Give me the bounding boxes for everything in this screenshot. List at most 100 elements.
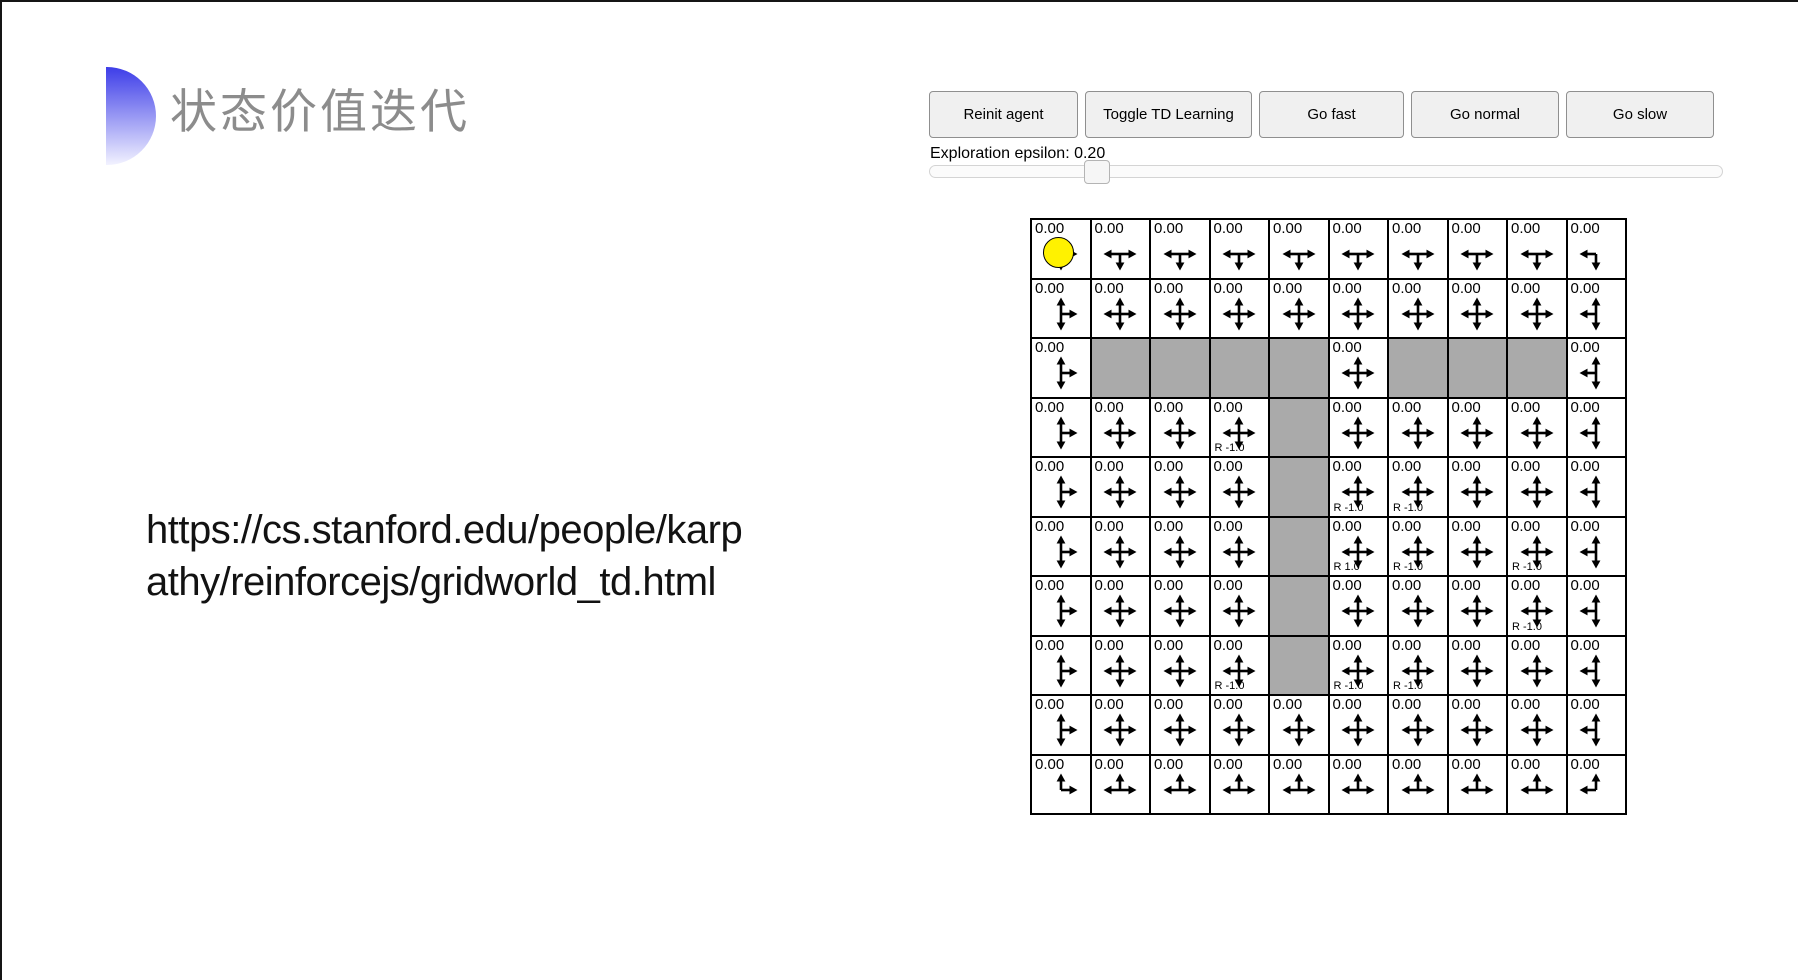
cell-value: 0.00 — [1035, 339, 1065, 356]
cell-value: 0.00 — [1392, 636, 1422, 654]
cell-value: 0.00 — [1035, 636, 1065, 654]
cell-value: 0.00 — [1332, 398, 1362, 416]
cell-value: 0.00 — [1451, 458, 1481, 475]
action-arrows-icon — [1103, 416, 1137, 449]
cell-value: 0.00 — [1451, 279, 1481, 297]
grid-cell: 0.00 — [1150, 695, 1210, 755]
action-arrows-icon — [1222, 654, 1256, 687]
cell-value: 0.00 — [1154, 458, 1184, 475]
cell-reward-label: R -1.0 — [1214, 680, 1245, 692]
action-arrows-icon — [1401, 297, 1435, 330]
cell-value: 0.00 — [1332, 279, 1362, 297]
grid-cell: 0.00 — [1209, 516, 1269, 576]
grid-wall-cell — [1209, 338, 1269, 398]
cell-value: 0.00 — [1213, 279, 1243, 297]
cell-value: 0.00 — [1213, 458, 1243, 475]
grid-cell: 0.00 — [1507, 754, 1567, 814]
action-arrows-icon — [1222, 713, 1256, 747]
action-arrows-icon — [1401, 713, 1435, 747]
cell-value: 0.00 — [1154, 636, 1184, 654]
action-arrows-icon — [1163, 535, 1197, 568]
action-arrows-icon — [1341, 297, 1375, 330]
cell-value: 0.00 — [1094, 755, 1124, 773]
cell-value: 0.00 — [1570, 279, 1600, 297]
grid-cell: 0.00 — [1031, 338, 1091, 398]
grid-cell: 0.00 R -1.0 — [1388, 635, 1448, 695]
go-slow-button[interactable]: Go slow — [1566, 91, 1714, 138]
agent-circle — [1043, 237, 1074, 268]
cell-value: 0.00 — [1213, 577, 1243, 594]
go-fast-button[interactable]: Go fast — [1259, 91, 1404, 138]
action-arrows-icon — [1056, 416, 1078, 449]
action-arrows-icon — [1460, 416, 1494, 449]
action-arrows-icon — [1282, 773, 1316, 794]
demo-url-line1: https://cs.stanford.edu/people/karp — [146, 508, 743, 552]
action-arrows-icon — [1579, 297, 1601, 330]
grid-cell: 0.00 — [1090, 754, 1150, 814]
cell-value: 0.00 — [1570, 636, 1600, 654]
grid-wall-cell — [1269, 635, 1329, 695]
action-arrows-icon — [1520, 535, 1554, 568]
reinit-agent-button[interactable]: Reinit agent — [929, 91, 1078, 138]
cell-value: 0.00 — [1511, 517, 1541, 535]
cell-value: 0.00 — [1094, 220, 1124, 237]
cell-value: 0.00 — [1213, 696, 1243, 713]
cell-value: 0.00 — [1451, 636, 1481, 654]
action-arrows-icon — [1341, 654, 1375, 687]
grid-cell: 0.00 — [1031, 754, 1091, 814]
action-arrows-icon — [1222, 297, 1256, 330]
grid-cell: 0.00 — [1090, 219, 1150, 279]
grid-cell: 0.00 — [1090, 516, 1150, 576]
cell-value: 0.00 — [1273, 220, 1303, 237]
epsilon-slider-track[interactable] — [929, 160, 1723, 184]
grid-wall-cell — [1269, 516, 1329, 576]
grid-cell: 0.00 — [1566, 397, 1626, 457]
grid-cell: 0.00 — [1388, 397, 1448, 457]
cell-value: 0.00 — [1570, 458, 1600, 475]
cell-value: 0.00 — [1035, 458, 1065, 475]
action-arrows-icon — [1341, 475, 1375, 509]
grid-cell: 0.00 — [1150, 576, 1210, 636]
grid-cell: 0.00 — [1150, 516, 1210, 576]
cell-value: 0.00 — [1451, 398, 1481, 416]
cell-value: 0.00 — [1511, 696, 1541, 713]
action-arrows-icon — [1103, 535, 1137, 568]
gridworld: 0.00 0.00 0.00 0.00 0.00 0.00 0.00 0.00 0.00 0.00… — [1030, 218, 1627, 815]
cell-value: 0.00 — [1273, 279, 1303, 297]
slide-top-border — [0, 0, 1798, 2]
cell-value: 0.00 — [1094, 577, 1124, 594]
grid-wall-cell — [1447, 338, 1507, 398]
action-arrows-icon — [1163, 475, 1197, 509]
grid-wall-cell — [1150, 338, 1210, 398]
action-arrows-icon — [1520, 416, 1554, 449]
cell-value: 0.00 — [1094, 458, 1124, 475]
grid-cell: 0.00 — [1328, 278, 1388, 338]
grid-wall-cell — [1269, 338, 1329, 398]
epsilon-slider-handle[interactable] — [1084, 160, 1110, 184]
grid-cell: 0.00 — [1209, 576, 1269, 636]
action-arrows-icon — [1520, 773, 1554, 794]
action-arrows-icon — [1222, 773, 1256, 794]
go-normal-button[interactable]: Go normal — [1411, 91, 1559, 138]
grid-cell: 0.00 — [1447, 516, 1507, 576]
action-arrows-icon — [1222, 535, 1256, 568]
grid-cell: 0.00 — [1269, 754, 1329, 814]
action-arrows-icon — [1341, 535, 1375, 568]
cell-reward-label: R -1.0 — [1393, 561, 1423, 573]
slide-left-border — [0, 0, 2, 980]
action-arrows-icon — [1520, 475, 1554, 509]
toggle-td-learning-button[interactable]: Toggle TD Learning — [1085, 91, 1252, 138]
grid-cell: 0.00 — [1150, 457, 1210, 517]
cell-value: 0.00 — [1094, 517, 1124, 535]
cell-value: 0.00 — [1154, 696, 1184, 713]
cell-value: 0.00 — [1570, 517, 1600, 535]
cell-value: 0.00 — [1392, 755, 1422, 773]
action-arrows-icon — [1341, 356, 1375, 390]
grid-cell: 0.00 — [1447, 754, 1507, 814]
action-arrows-icon — [1401, 594, 1435, 628]
cell-value: 0.00 — [1392, 517, 1422, 535]
grid-cell: 0.00 — [1328, 397, 1388, 457]
grid-cell: 0.00 — [1388, 576, 1448, 636]
action-arrows-icon — [1341, 594, 1375, 628]
cell-value: 0.00 — [1213, 517, 1243, 535]
